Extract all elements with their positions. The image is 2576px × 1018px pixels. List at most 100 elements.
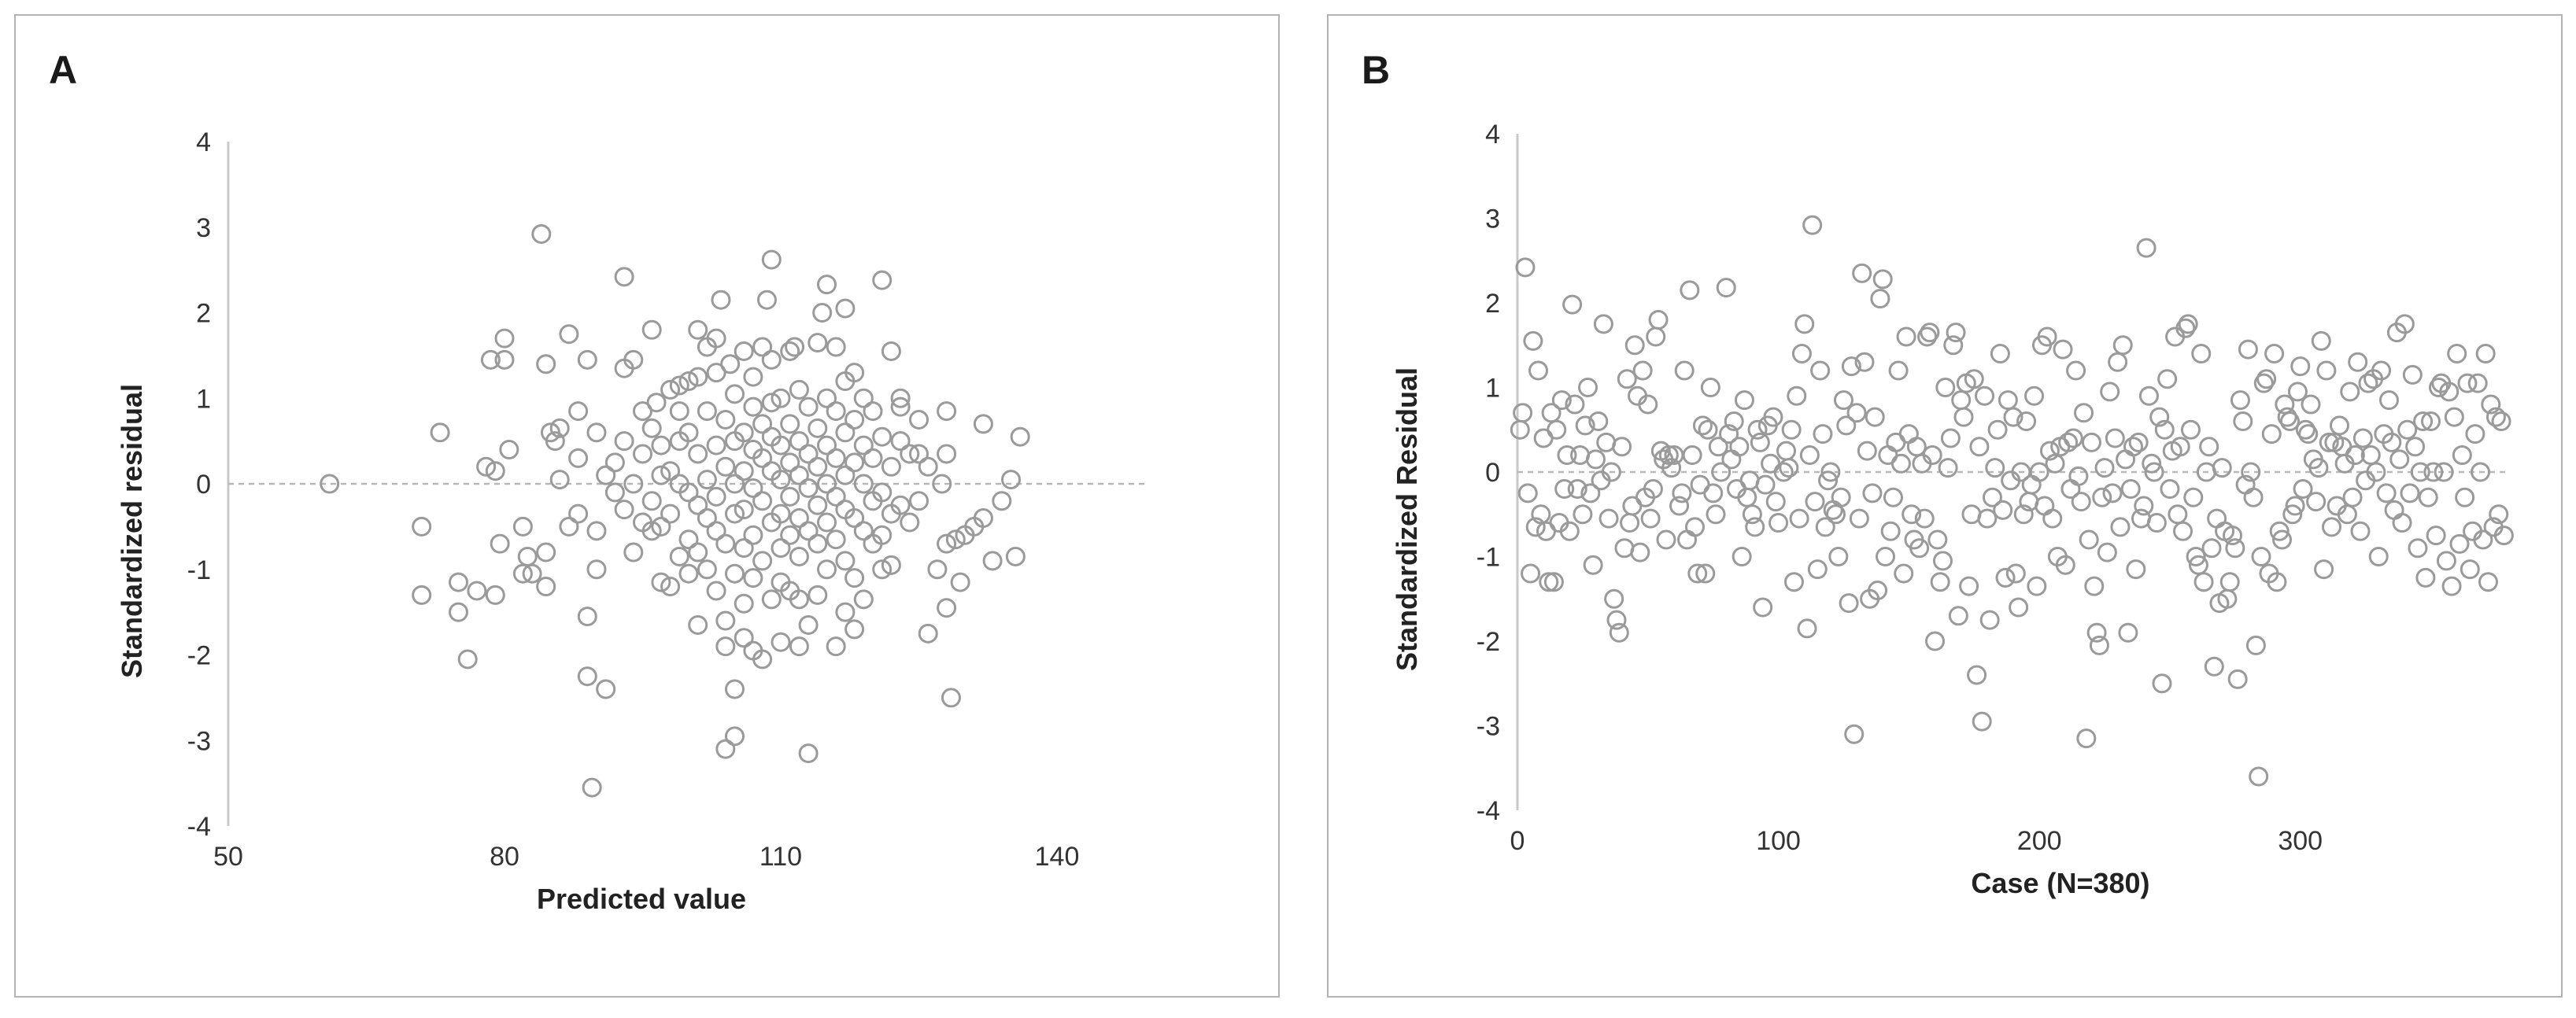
data-point-a: [660, 503, 681, 524]
data-point-a: [1010, 426, 1030, 447]
data-point-b: [2473, 529, 2493, 550]
data-point-a: [734, 628, 754, 648]
data-point-b: [1565, 394, 1585, 415]
data-point-a: [633, 401, 652, 422]
x-tick-label-b: 200: [2017, 826, 2062, 856]
data-point-b: [2340, 382, 2360, 402]
data-point-b: [1797, 618, 1817, 639]
data-point-a: [872, 559, 893, 580]
y-tick-label-b: 0: [1485, 458, 1500, 488]
data-point-b: [1695, 563, 1716, 584]
data-point-b: [1846, 403, 1867, 423]
data-point-b: [1630, 542, 1650, 562]
data-point-b: [2249, 766, 2269, 787]
data-point-a: [412, 516, 432, 537]
data-point-b: [1729, 437, 1750, 457]
data-point-b: [2081, 432, 2101, 452]
data-point-b: [2382, 432, 2402, 452]
data-point-a: [937, 533, 957, 554]
data-point-b: [1698, 419, 1718, 440]
data-point-a: [835, 422, 856, 443]
data-point-b: [1761, 453, 1781, 474]
data-point-b: [2238, 339, 2258, 360]
data-point-b: [1802, 215, 1823, 235]
data-point-b: [1857, 441, 1877, 461]
data-point-b: [1898, 424, 1919, 444]
data-point-b: [2405, 437, 2426, 457]
data-point-a: [817, 388, 837, 408]
data-point-a: [789, 465, 809, 485]
data-point-a: [320, 474, 340, 494]
y-tick-label-a: -2: [187, 641, 211, 671]
data-point-a: [771, 503, 791, 524]
data-point-b: [2136, 238, 2157, 258]
data-point-a: [890, 431, 911, 452]
data-point-b: [1872, 269, 1893, 290]
data-point-b: [1525, 517, 1546, 537]
data-point-a: [789, 508, 809, 528]
data-point-b: [1951, 390, 1972, 411]
x-tick-label-a: 110: [759, 842, 802, 872]
data-point-a: [812, 303, 833, 323]
data-point-b: [1930, 572, 1950, 592]
data-point-b: [2475, 344, 2496, 363]
data-point-b: [1684, 517, 1705, 537]
data-point-b: [2308, 458, 2329, 478]
data-point-a: [706, 328, 726, 349]
y-axis-title-b: Standardized Residual: [1391, 367, 1423, 671]
data-point-a: [932, 474, 952, 494]
data-point-a: [688, 614, 708, 635]
y-tick-label-b: 3: [1485, 205, 1500, 234]
data-point-b: [1724, 411, 1744, 431]
data-point-a: [706, 435, 726, 456]
data-point-a: [771, 470, 791, 490]
data-point-a: [863, 401, 883, 422]
data-point-b: [2193, 572, 2214, 592]
data-point-b: [1583, 555, 1603, 575]
data-point-b: [2068, 466, 2089, 486]
data-point-b: [2146, 513, 2167, 533]
data-point-b: [1964, 369, 1984, 389]
data-point-a: [715, 610, 736, 631]
data-point-a: [844, 363, 865, 383]
x-tick-label-a: 50: [213, 842, 243, 872]
data-point-b: [2157, 369, 2178, 389]
data-point-a: [678, 563, 699, 584]
data-point-b: [2400, 483, 2420, 503]
data-point-b: [1580, 483, 1601, 503]
data-point-b: [2168, 504, 2188, 525]
data-point-b: [1682, 445, 1702, 465]
data-point-b: [2319, 432, 2339, 452]
data-point-a: [706, 521, 726, 541]
data-point-b: [1680, 280, 1700, 301]
data-point-b: [1787, 385, 1807, 406]
y-axis-title-a: Standardized residual: [116, 384, 148, 678]
data-point-a: [641, 491, 662, 511]
data-point-b: [1779, 458, 1799, 478]
data-point-a: [826, 337, 846, 357]
data-point-b: [2397, 419, 2418, 440]
data-point-a: [485, 461, 505, 481]
data-point-a: [798, 444, 819, 464]
data-point-a: [826, 636, 846, 657]
data-point-b: [1750, 432, 1770, 452]
data-point-a: [480, 349, 501, 370]
data-point-b: [2306, 492, 2327, 512]
data-point-b: [1870, 289, 1890, 309]
data-point-b: [1990, 344, 2010, 363]
data-point-b: [2277, 407, 2297, 427]
data-point-a: [568, 503, 589, 524]
data-point-b: [2201, 538, 2222, 559]
data-point-a: [872, 482, 893, 503]
data-point-b: [1517, 483, 1538, 503]
data-point-a: [596, 679, 616, 699]
data-point-b: [2423, 462, 2444, 482]
data-point-b: [2144, 462, 2164, 482]
y-tick-label-b: -2: [1476, 627, 1500, 657]
data-point-b: [2035, 496, 2055, 516]
data-point-a: [900, 512, 920, 533]
data-point-a: [715, 636, 736, 657]
data-point-a: [798, 614, 819, 635]
data-point-b: [1805, 492, 1825, 512]
data-point-a: [697, 559, 717, 580]
